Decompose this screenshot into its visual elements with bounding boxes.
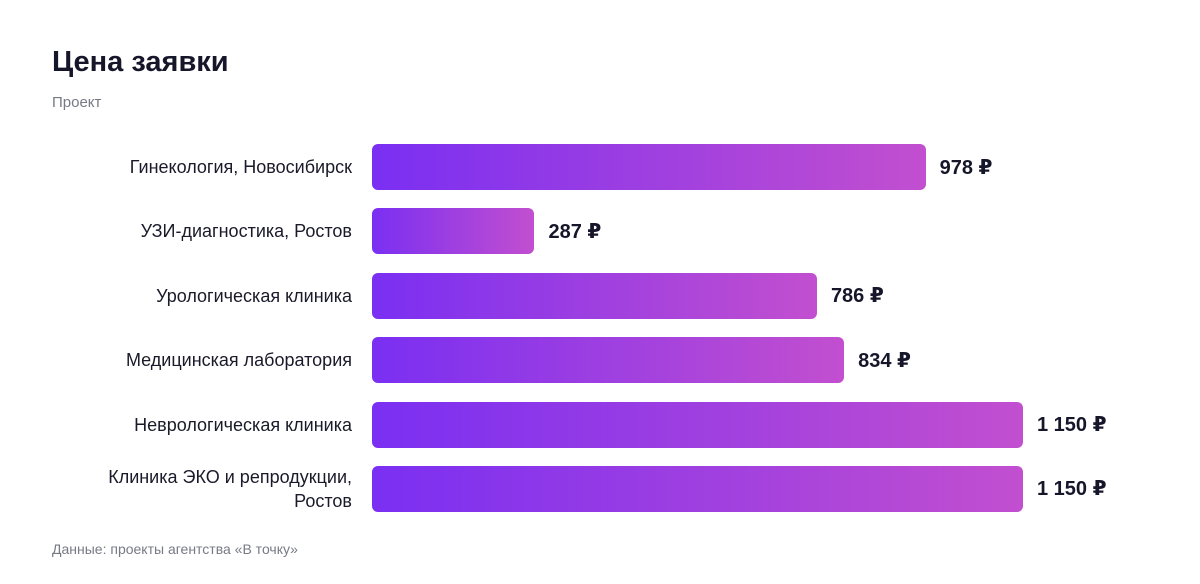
chart-subtitle: Проект	[52, 94, 102, 111]
value-label: 978 ₽	[939, 156, 993, 179]
bar-row: Медицинская лаборатория 834 ₽	[0, 328, 1200, 392]
bar	[372, 208, 535, 255]
category-label: Гинекология, Новосибирск	[129, 157, 352, 177]
category-label: УЗИ-диагностика, Ростов	[140, 221, 352, 242]
bar-row: Урологическая клиника 786 ₽	[0, 264, 1200, 328]
bar	[372, 401, 1023, 448]
bar	[372, 144, 926, 190]
category-label: Клиника ЭКО и репродукции, Ростов	[108, 466, 352, 511]
value-label: 786 ₽	[830, 285, 884, 308]
chart-title: Цена заявки	[52, 46, 229, 78]
bar-row: Гинекология, Новосибирск 978 ₽	[0, 135, 1200, 199]
bars: Гинекология, Новосибирск 978 ₽ УЗИ-диагнос…	[0, 135, 1200, 521]
category-label: Урологическая клиника	[156, 285, 352, 306]
source-note: Данные: проекты агентства «В точку»	[52, 541, 298, 557]
value-label: 1 150 ₽	[1037, 414, 1107, 437]
category-label: Неврологическая клиника	[134, 414, 352, 435]
bar-row: Клиника ЭКО и репродукции, Ростов 1 150 ₽	[0, 457, 1200, 521]
bar-row: УЗИ-диагностика, Ростов 287 ₽	[0, 199, 1200, 263]
value-label: 834 ₽	[858, 349, 911, 372]
value-label: 287 ₽	[548, 220, 602, 243]
bar	[372, 272, 817, 319]
bar-row: Неврологическая клиника 1 150 ₽	[0, 393, 1200, 457]
bar	[372, 337, 845, 384]
value-label: 1 150 ₽	[1037, 478, 1107, 501]
category-label: Медицинская лаборатория	[125, 350, 352, 371]
bar	[372, 465, 1023, 512]
